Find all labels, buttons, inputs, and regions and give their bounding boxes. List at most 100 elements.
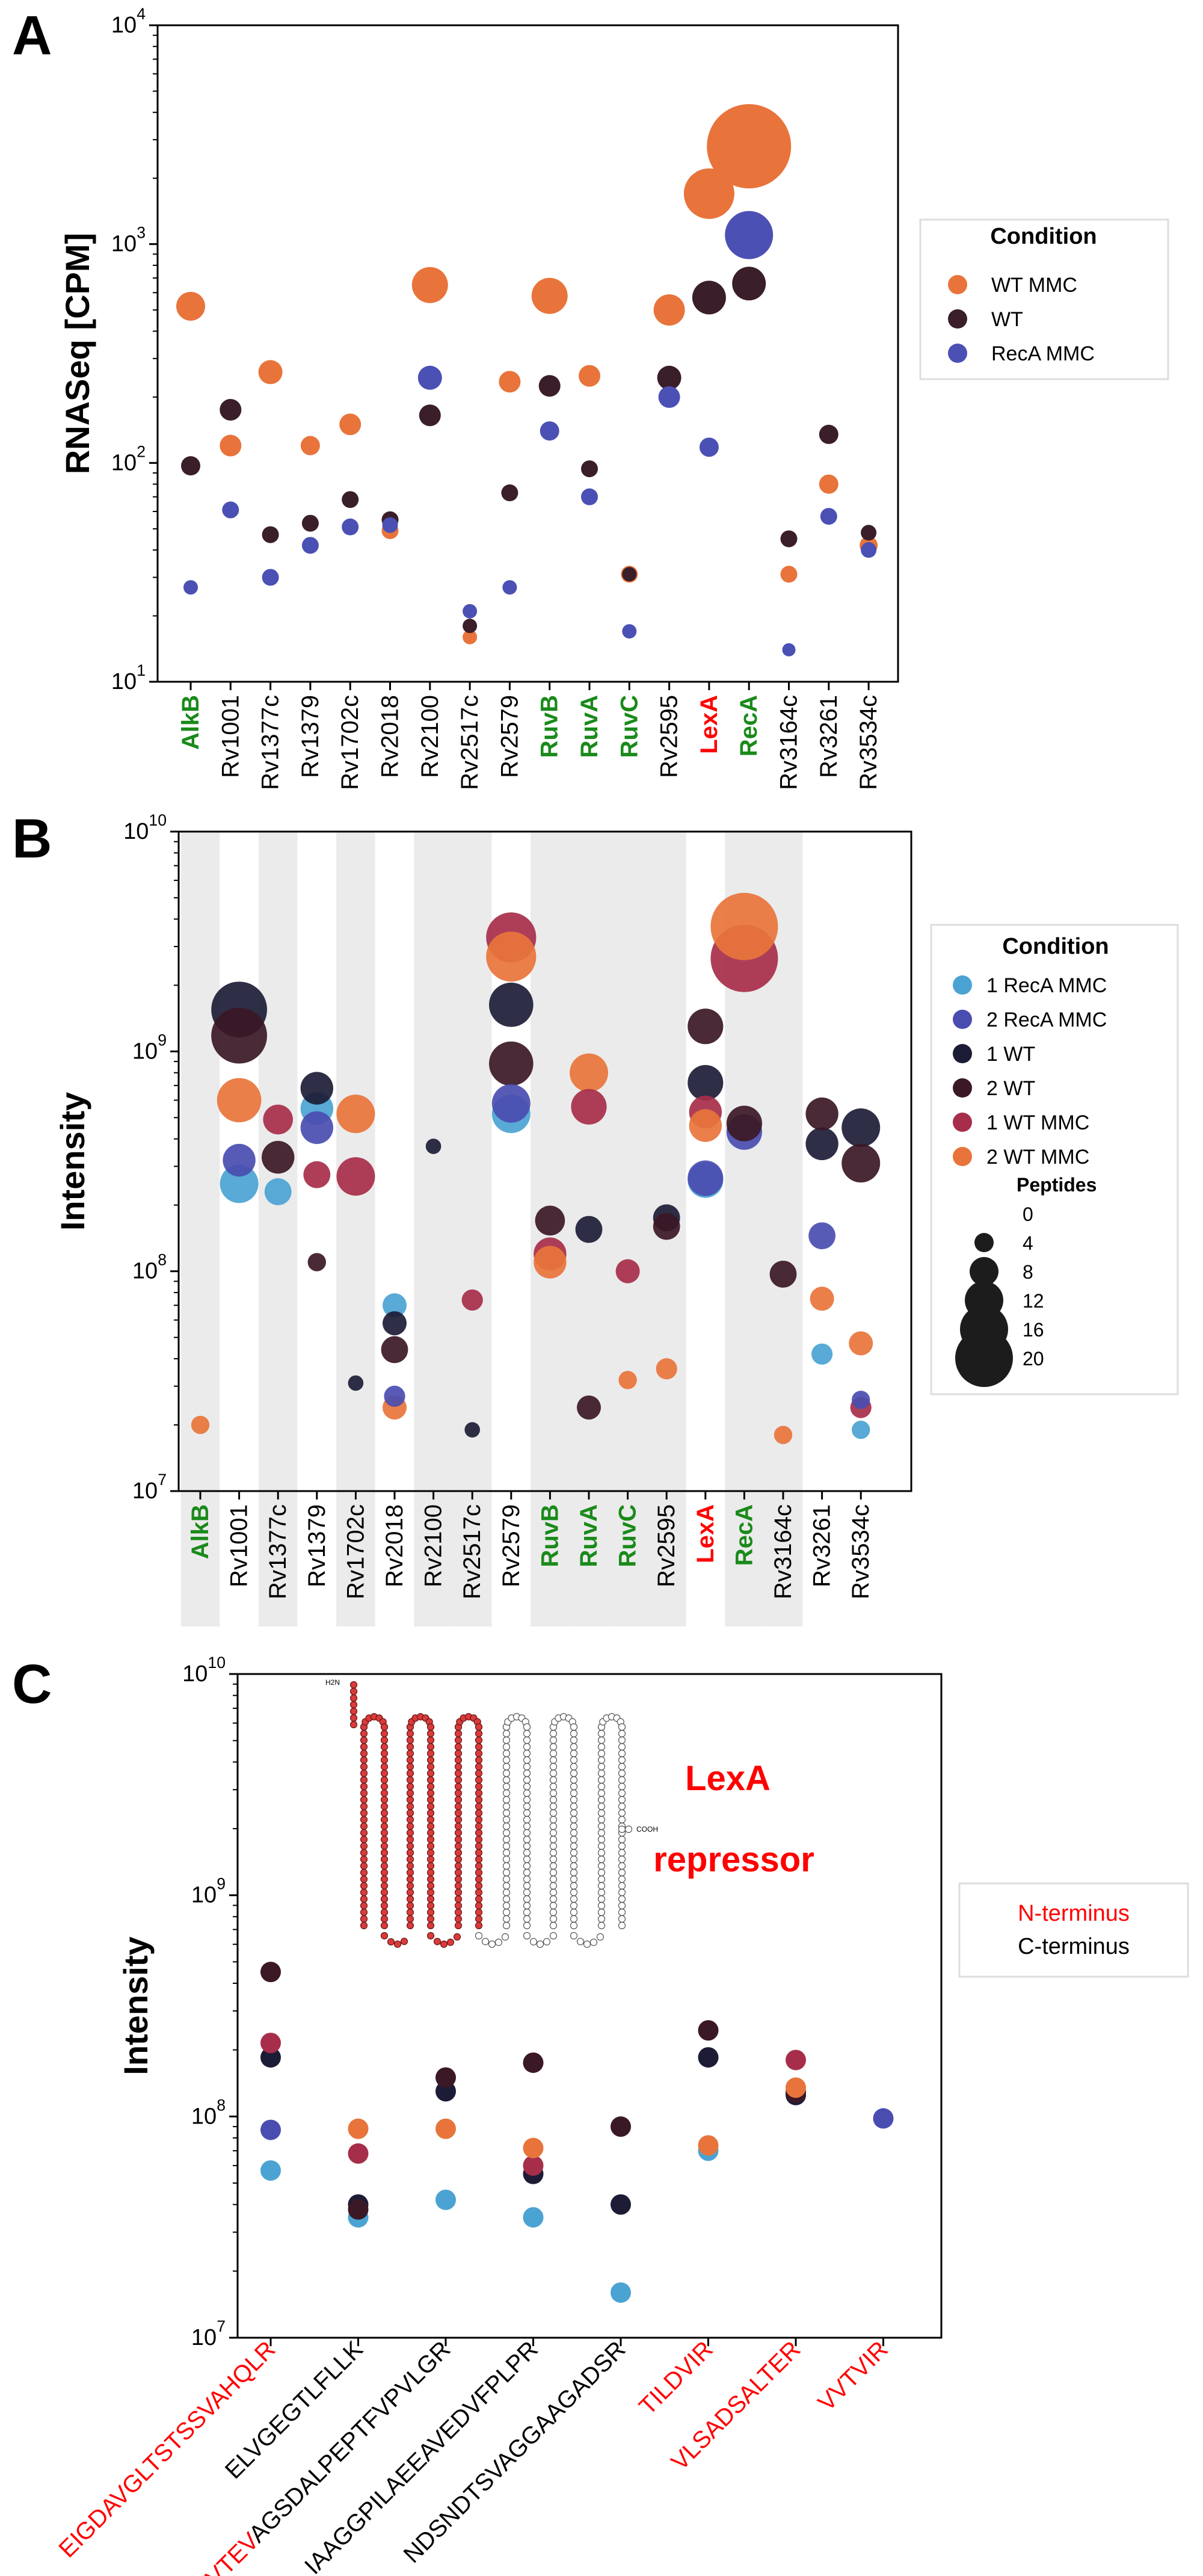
lexa-residue — [380, 1756, 389, 1764]
panel-b-frame — [177, 830, 912, 1492]
lexa-residue — [360, 1868, 368, 1877]
lexa-residue — [597, 1729, 606, 1738]
lexa-residue — [406, 1762, 414, 1771]
lexa-residue — [360, 1743, 368, 1751]
lexa-residue — [597, 1809, 606, 1817]
lexa-residue — [475, 1882, 483, 1890]
panel-a-point-wt — [181, 456, 200, 476]
lexa-residue — [543, 1938, 551, 1945]
lexa-residue — [406, 1882, 414, 1890]
panel-b-ytick-label: 1010 — [123, 811, 167, 844]
panel-c-ytick-label: 109 — [191, 1875, 226, 1908]
panel-c-point-b_2_wt — [348, 2199, 369, 2220]
lexa-residue — [380, 1932, 389, 1940]
panel-b-point-b_2_wt_mmc — [656, 1358, 677, 1380]
panel-a-ylabel: RNASeq [CPM] — [58, 233, 96, 474]
lexa-residue — [618, 1789, 626, 1797]
panel-a-point-reca_mmc — [820, 508, 837, 525]
lexa-residue — [380, 1895, 389, 1903]
lexa-residue — [549, 1842, 558, 1850]
lexa-residue — [597, 1908, 606, 1917]
panel-c-point-b_2_reca_mmc — [260, 2119, 281, 2140]
lexa-residue — [426, 1895, 435, 1903]
lexa-residue — [475, 1776, 483, 1784]
lexa-residue — [454, 1908, 463, 1917]
panel-b-point-b_1_wt — [425, 1138, 442, 1154]
lexa-residue — [426, 1789, 435, 1797]
panel-b-xtick-label: AlkB — [187, 1504, 214, 1559]
lexa-residue — [360, 1875, 368, 1883]
lexa-residue — [523, 1842, 531, 1850]
size-legend-label: 16 — [1023, 1319, 1044, 1341]
legend-marker-b_2_reca_mmc — [953, 1010, 972, 1029]
lexa-residue — [426, 1822, 435, 1830]
panel-c-point-b_2_wt — [698, 2020, 719, 2041]
lexa-residue — [570, 1729, 578, 1738]
lexa-residue — [380, 1875, 389, 1883]
lexa-residue — [549, 1908, 558, 1917]
lexa-residue — [426, 1875, 435, 1883]
panel-a-xtick-label: Rv2018 — [377, 695, 404, 778]
lexa-residue — [488, 1940, 496, 1948]
panel-b-ytick-label: 108 — [132, 1251, 167, 1284]
lexa-residue — [406, 1822, 414, 1830]
lexa-residue — [570, 1829, 578, 1837]
lexa-residue — [426, 1749, 435, 1758]
panel-b-xtick-label: Rv3534c — [848, 1504, 874, 1599]
lexa-residue — [618, 1756, 626, 1764]
lexa-topology-inset: H2N COOH — [325, 1678, 658, 1948]
lexa-residue — [597, 1736, 606, 1744]
lexa-residue — [406, 1736, 414, 1744]
panel-a-xtick-label: Rv2579 — [496, 695, 523, 778]
lexa-residue — [523, 1868, 531, 1877]
panel-c-point-b_1_wt_mmc — [786, 2049, 806, 2071]
lexa-residue — [454, 1756, 463, 1764]
lexa-residue — [360, 1762, 368, 1771]
lexa-residue — [453, 1933, 461, 1941]
lexa-residue — [583, 1940, 591, 1948]
lexa-residue — [618, 1882, 626, 1890]
panel-b-point-b_2_wt — [489, 1041, 534, 1086]
lexa-residue — [380, 1802, 389, 1811]
panel-c-ytick-exponent: 9 — [217, 1875, 226, 1893]
panel-b-ytick-label: 107 — [132, 1471, 167, 1504]
panel-a-ytick-exponent: 2 — [137, 442, 146, 460]
panel-a-legend: Condition WT MMC WT RecA MMC — [919, 218, 1169, 380]
panel-a-ytick-exponent: 4 — [137, 5, 146, 23]
lexa-residue — [597, 1895, 606, 1903]
lexa-residue — [426, 1756, 435, 1764]
lexa-residue — [494, 1938, 503, 1946]
lexa-residue — [570, 1782, 578, 1791]
panel-a-xtick-label: LexA — [696, 695, 722, 754]
lexa-residue — [549, 1756, 558, 1764]
size-legend-label: 12 — [1023, 1290, 1044, 1312]
lexa-residue — [380, 1915, 389, 1923]
lexa-residue — [597, 1888, 606, 1897]
lexa-residue — [523, 1789, 531, 1797]
lexa-residue — [406, 1729, 414, 1738]
lexa-residue — [360, 1796, 368, 1804]
lexa-residue — [380, 1908, 389, 1917]
lexa-residue — [523, 1762, 531, 1771]
panel-c-point-b_2_reca_mmc — [873, 2108, 894, 2129]
lexa-residue — [475, 1802, 483, 1811]
panel-a-xtick-label: RuvB — [537, 695, 563, 758]
lexa-residue — [624, 1825, 633, 1833]
lexa-residue — [360, 1756, 368, 1764]
lexa-residue — [454, 1875, 463, 1883]
lexa-residue — [597, 1782, 606, 1791]
panel-a-point-wt_mmc — [499, 371, 521, 393]
panel-a-point-wt_mmc — [411, 267, 448, 303]
lexa-residue — [406, 1888, 414, 1897]
lexa-residue — [597, 1862, 606, 1870]
panel-b-point-b_2_wt — [841, 1144, 881, 1183]
lexa-residue — [618, 1868, 626, 1877]
lexa-residue — [406, 1809, 414, 1817]
lexa-residue — [549, 1749, 558, 1758]
lexa-residue — [406, 1855, 414, 1864]
lexa-residue — [570, 1862, 578, 1870]
lexa-residue — [570, 1762, 578, 1771]
lexa-residue — [380, 1862, 389, 1870]
panel-b-point-b_1_wt — [300, 1072, 333, 1105]
